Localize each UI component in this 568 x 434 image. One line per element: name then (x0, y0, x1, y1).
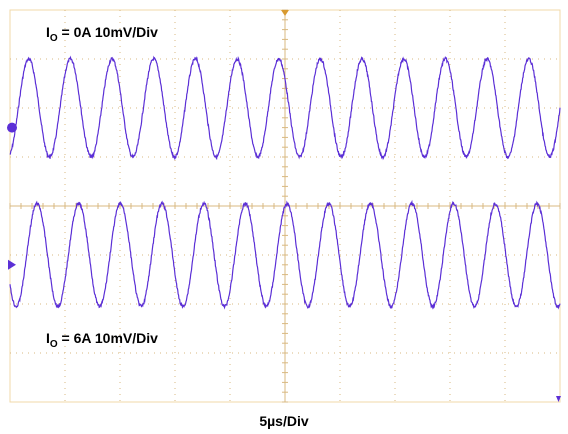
trace-labels: IO = 0A 10mV/Div IO = 6A 10mV/Div (46, 24, 158, 350)
trace-label-2: IO = 6A 10mV/Div (46, 330, 158, 350)
traces (9, 55, 561, 310)
grid (9, 9, 561, 403)
reference-marker-icon (556, 396, 561, 402)
trigger-position-icon (281, 10, 289, 16)
trace-2 (9, 199, 561, 310)
markers (7, 10, 561, 402)
waveform-plot: IO = 0A 10mV/Div IO = 6A 10mV/Div (7, 9, 561, 403)
trace-1 (9, 55, 561, 161)
oscilloscope-screen: IO = 0A 10mV/Div IO = 6A 10mV/Div (7, 9, 561, 403)
trace-label-1: IO = 0A 10mV/Div (46, 24, 158, 44)
channel-1-marker-icon (7, 122, 17, 133)
x-axis-label: 5µs/Div (259, 413, 309, 429)
channel-2-marker-icon (8, 259, 16, 270)
